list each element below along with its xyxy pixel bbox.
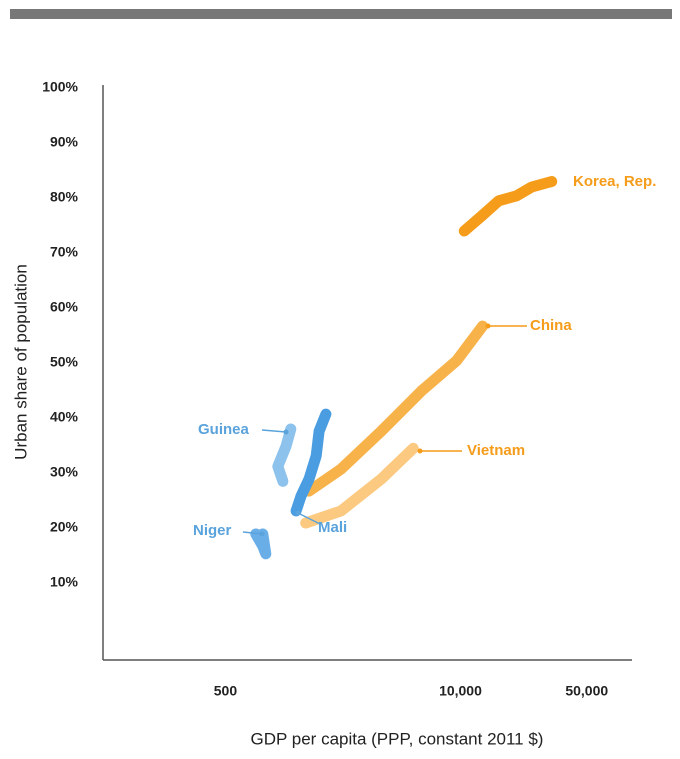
y-tick-label: 40% bbox=[50, 409, 79, 425]
y-tick-label: 60% bbox=[50, 299, 79, 315]
x-tick-label: 50,000 bbox=[565, 683, 608, 699]
series-line bbox=[250, 528, 272, 560]
series-label: China bbox=[530, 317, 572, 334]
series-line bbox=[272, 423, 297, 487]
leader-head bbox=[295, 510, 301, 516]
y-tick-label: 10% bbox=[50, 574, 79, 590]
series-line bbox=[303, 320, 489, 497]
leader-line bbox=[242, 531, 263, 535]
x-tick-label: 10,000 bbox=[439, 683, 482, 699]
y-tick-label: 100% bbox=[42, 79, 78, 95]
leader-head bbox=[417, 448, 423, 454]
series-label: Vietnam bbox=[467, 442, 525, 459]
leader-line bbox=[297, 512, 321, 525]
y-tick-label: 50% bbox=[50, 354, 79, 370]
leader-head bbox=[259, 531, 265, 537]
series-line bbox=[458, 176, 558, 237]
y-tick-label: 30% bbox=[50, 464, 79, 480]
y-tick-label: 20% bbox=[50, 519, 79, 535]
y-axis-label: Urban share of population bbox=[11, 264, 30, 460]
series-label: Niger bbox=[193, 522, 232, 539]
leader-head bbox=[283, 429, 289, 435]
series-line bbox=[300, 442, 419, 529]
leader-line bbox=[261, 429, 287, 433]
series-label: Guinea bbox=[198, 421, 250, 438]
series-line bbox=[290, 408, 332, 517]
header-bar bbox=[10, 9, 672, 19]
y-tick-label: 90% bbox=[50, 134, 79, 150]
leader-head bbox=[485, 323, 491, 329]
x-tick-label: 500 bbox=[214, 683, 238, 699]
series-label: Korea, Rep. bbox=[573, 173, 656, 190]
y-tick-label: 70% bbox=[50, 244, 79, 260]
x-axis-label: GDP per capita (PPP, constant 2011 $) bbox=[251, 729, 544, 748]
y-tick-label: 80% bbox=[50, 189, 79, 205]
series-label: Mali bbox=[318, 519, 347, 536]
